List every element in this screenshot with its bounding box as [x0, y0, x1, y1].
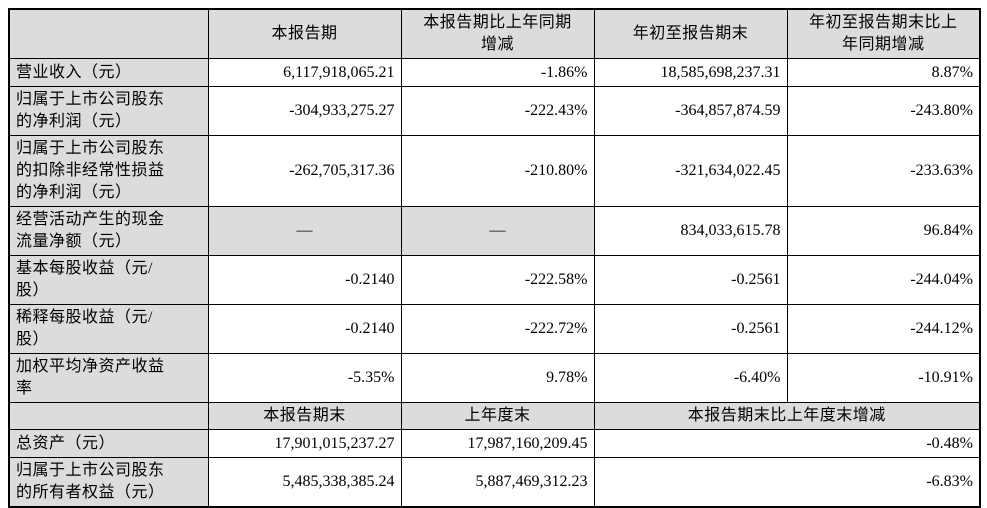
current-period-cell: -0.2140 — [207, 255, 402, 305]
current-period-cell: -304,933,275.27 — [207, 86, 402, 136]
period-end-cell: 17,901,015,237.27 — [207, 429, 402, 458]
header-period-end-change: 本报告期末比上年度末增减 — [593, 402, 981, 430]
current-period-cell-na: — — [207, 206, 402, 256]
current-period-cell: 6,117,918,065.21 — [207, 58, 402, 87]
change-cell: -6.83% — [593, 457, 981, 508]
header-row-period: 本报告期 本报告期比上年同期 增减 年初至报告期末 年初至报告期末比上 年同期增… — [8, 8, 981, 59]
row-label-cell: 基本每股收益（元/ 股） — [8, 255, 209, 305]
row-operating-revenue: 营业收入（元） 6,117,918,065.21 -1.86% 18,585,6… — [8, 58, 981, 87]
ytd-cell: -0.2561 — [593, 304, 788, 354]
row-label-cell: 总资产（元） — [8, 429, 209, 458]
current-period-cell: -262,705,317.36 — [207, 135, 402, 207]
financial-summary-table: 本报告期 本报告期比上年同期 增减 年初至报告期末 年初至报告期末比上 年同期增… — [8, 8, 981, 508]
header-current-period: 本报告期 — [207, 8, 402, 59]
corner-cell — [8, 402, 209, 430]
header-period-end: 本报告期末 — [207, 402, 402, 430]
current-period-cell: -5.35% — [207, 353, 402, 403]
current-yoy-cell: -1.86% — [400, 58, 595, 87]
row-basic-eps: 基本每股收益（元/ 股） -0.2140 -222.58% -0.2561 -2… — [8, 255, 981, 305]
current-yoy-cell: 9.78% — [400, 353, 595, 403]
row-label-cell: 营业收入（元） — [8, 58, 209, 87]
row-label-cell: 稀释每股收益（元/ 股） — [8, 304, 209, 354]
header-prev-year-end: 上年度末 — [400, 402, 595, 430]
row-shareholders-equity: 归属于上市公司股东 的所有者权益（元） 5,485,338,385.24 5,8… — [8, 457, 981, 508]
row-diluted-eps: 稀释每股收益（元/ 股） -0.2140 -222.72% -0.2561 -2… — [8, 304, 981, 354]
row-total-assets: 总资产（元） 17,901,015,237.27 17,987,160,209.… — [8, 429, 981, 458]
header-ytd-yoy: 年初至报告期末比上 年同期增减 — [786, 8, 981, 59]
current-period-cell: -0.2140 — [207, 304, 402, 354]
row-operating-cash-flow: 经营活动产生的现金 流量净额（元） — — 834,033,615.78 96.… — [8, 206, 981, 256]
current-yoy-cell: -210.80% — [400, 135, 595, 207]
ytd-yoy-cell: -233.63% — [786, 135, 981, 207]
ytd-cell: -321,634,022.45 — [593, 135, 788, 207]
change-cell: -0.48% — [593, 429, 981, 458]
header-row-period-end: 本报告期末 上年度末 本报告期末比上年度末增减 — [8, 402, 981, 430]
row-label-cell: 归属于上市公司股东 的净利润（元） — [8, 86, 209, 136]
current-yoy-cell: -222.72% — [400, 304, 595, 354]
ytd-cell: 834,033,615.78 — [593, 206, 788, 256]
ytd-yoy-cell: -243.80% — [786, 86, 981, 136]
row-label-cell: 经营活动产生的现金 流量净额（元） — [8, 206, 209, 256]
header-current-period-yoy: 本报告期比上年同期 增减 — [400, 8, 595, 59]
row-net-profit-excl-nonrecurring: 归属于上市公司股东 的扣除非经常性损益 的净利润（元） -262,705,317… — [8, 135, 981, 207]
current-yoy-cell-na: — — [400, 206, 595, 256]
row-net-profit: 归属于上市公司股东 的净利润（元） -304,933,275.27 -222.4… — [8, 86, 981, 136]
ytd-cell: 18,585,698,237.31 — [593, 58, 788, 87]
row-label-cell: 归属于上市公司股东 的所有者权益（元） — [8, 457, 209, 508]
current-yoy-cell: -222.43% — [400, 86, 595, 136]
ytd-yoy-cell: 8.87% — [786, 58, 981, 87]
current-yoy-cell: -222.58% — [400, 255, 595, 305]
ytd-yoy-cell: -244.12% — [786, 304, 981, 354]
period-end-cell: 5,485,338,385.24 — [207, 457, 402, 508]
row-label-cell: 加权平均净资产收益 率 — [8, 353, 209, 403]
ytd-cell: -364,857,874.59 — [593, 86, 788, 136]
ytd-cell: -0.2561 — [593, 255, 788, 305]
row-weighted-avg-roe: 加权平均净资产收益 率 -5.35% 9.78% -6.40% -10.91% — [8, 353, 981, 403]
ytd-yoy-cell: -244.04% — [786, 255, 981, 305]
ytd-yoy-cell: 96.84% — [786, 206, 981, 256]
ytd-yoy-cell: -10.91% — [786, 353, 981, 403]
row-label-cell: 归属于上市公司股东 的扣除非经常性损益 的净利润（元） — [8, 135, 209, 207]
prev-year-end-cell: 5,887,469,312.23 — [400, 457, 595, 508]
corner-cell — [8, 8, 209, 59]
ytd-cell: -6.40% — [593, 353, 788, 403]
header-ytd: 年初至报告期末 — [593, 8, 788, 59]
prev-year-end-cell: 17,987,160,209.45 — [400, 429, 595, 458]
